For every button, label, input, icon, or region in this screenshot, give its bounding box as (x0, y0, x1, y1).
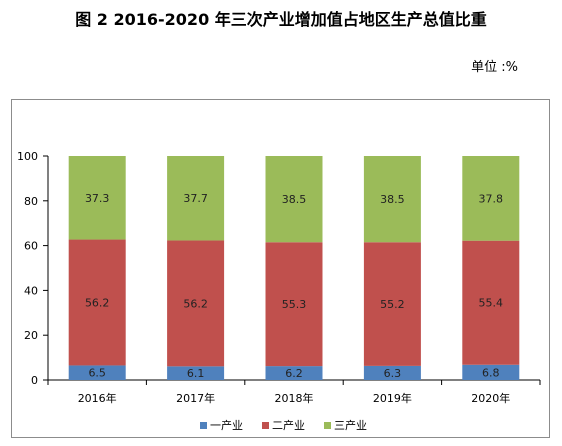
y-tick-label: 40 (24, 284, 38, 297)
data-label: 56.2 (183, 297, 208, 310)
legend-swatch (262, 422, 269, 429)
unit-label: 单位 :% (471, 60, 518, 75)
bar-segment (265, 156, 323, 243)
y-tick-label: 100 (17, 150, 38, 163)
x-category-label: 2017年 (176, 391, 215, 405)
legend-swatch (324, 422, 331, 429)
data-label: 6.1 (187, 367, 205, 380)
bar-segment (363, 365, 421, 380)
x-category-label: 2016年 (78, 391, 117, 405)
data-label: 38.5 (380, 193, 405, 206)
data-label: 37.8 (479, 192, 504, 205)
bar-segment (265, 242, 323, 367)
data-label: 56.2 (85, 296, 110, 309)
y-tick-label: 60 (24, 240, 38, 253)
chart-frame (11, 99, 550, 438)
legend-label: 一产业 (210, 418, 243, 432)
bar-segment (363, 156, 421, 243)
data-label: 55.3 (282, 298, 307, 311)
data-label: 55.4 (479, 297, 504, 310)
bar-segment (68, 365, 126, 380)
y-tick-label: 20 (24, 329, 38, 342)
legend-swatch (200, 422, 207, 429)
bar-segment (68, 239, 126, 366)
legend-label: 三产业 (334, 418, 367, 432)
bar-segment (68, 156, 126, 240)
data-label: 6.2 (285, 367, 303, 380)
data-label: 6.8 (482, 366, 500, 379)
chart-title: 图 2 2016-2020 年三次产业增加值占地区生产总值比重 (75, 10, 487, 29)
y-tick-label: 80 (24, 195, 38, 208)
bar-segment (167, 240, 225, 367)
bar-segment (167, 366, 225, 380)
bar-segment (462, 364, 520, 380)
x-category-label: 2020年 (471, 391, 510, 405)
x-category-label: 2019年 (373, 391, 412, 405)
data-label: 37.3 (85, 192, 110, 205)
y-tick-label: 0 (31, 374, 38, 387)
bar-segment (167, 156, 225, 241)
data-label: 6.5 (88, 367, 106, 380)
legend-label: 二产业 (272, 418, 305, 432)
x-category-label: 2018年 (275, 391, 314, 405)
data-label: 37.7 (183, 192, 208, 205)
bar-segment (363, 242, 421, 366)
bar-segment (462, 156, 520, 241)
data-label: 6.3 (384, 367, 402, 380)
data-label: 38.5 (282, 193, 307, 206)
bar-segment (462, 240, 520, 365)
data-label: 55.2 (380, 298, 405, 311)
bar-segment (265, 366, 323, 380)
